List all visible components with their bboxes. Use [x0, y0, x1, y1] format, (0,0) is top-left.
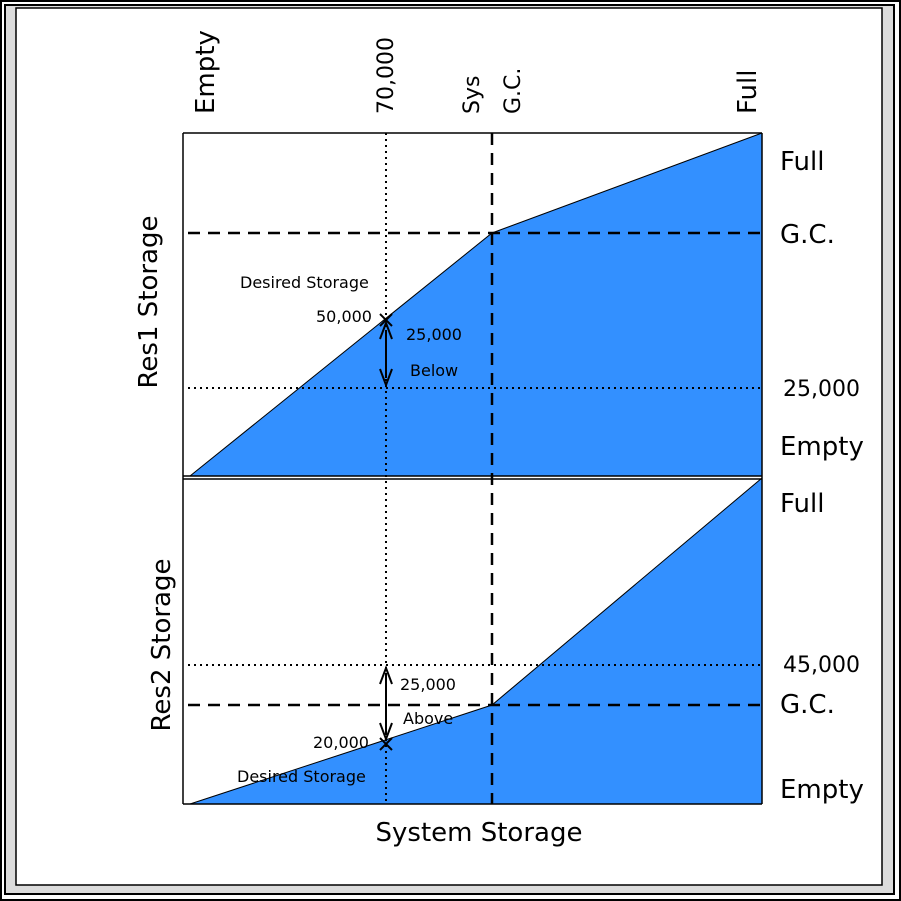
bottom-delta-25000: 25,000 [400, 675, 456, 694]
top-label-gc: G.C. [501, 68, 526, 114]
right-bottom-45000: 45,000 [783, 653, 860, 678]
bottom-desired-storage: Desired Storage [237, 767, 366, 786]
top-storage-area [190, 133, 762, 476]
system-storage-label: System Storage [376, 818, 583, 848]
right-bottom-gc: G.C. [780, 690, 835, 720]
right-bottom-empty: Empty [780, 775, 864, 805]
bottom-direction-above: Above [403, 709, 453, 728]
top-delta-25000: 25,000 [406, 325, 462, 344]
res2-storage-label: Res2 Storage [147, 559, 177, 732]
top-label-empty: Empty [191, 30, 221, 114]
top-label-70000: 70,000 [374, 37, 399, 114]
top-direction-below: Below [410, 361, 458, 380]
right-top-empty: Empty [780, 432, 864, 462]
right-top-25000: 25,000 [783, 377, 860, 402]
top-double-arrow [379, 320, 393, 388]
top-plot [183, 132, 763, 478]
right-bottom-full: Full [780, 489, 824, 519]
top-x-marker [379, 313, 393, 327]
top-desired-storage: Desired Storage [240, 273, 369, 292]
right-top-gc: G.C. [780, 220, 835, 250]
bottom-value-20000: 20,000 [313, 733, 369, 752]
top-value-50000: 50,000 [316, 307, 372, 326]
top-label-sys: Sys [460, 76, 485, 114]
bottom-storage-area [190, 478, 762, 804]
right-top-full: Full [780, 147, 824, 177]
bottom-x-marker [379, 737, 393, 751]
top-label-full: Full [733, 70, 763, 114]
res1-storage-label: Res1 Storage [134, 216, 164, 389]
bottom-double-arrow [379, 665, 393, 742]
